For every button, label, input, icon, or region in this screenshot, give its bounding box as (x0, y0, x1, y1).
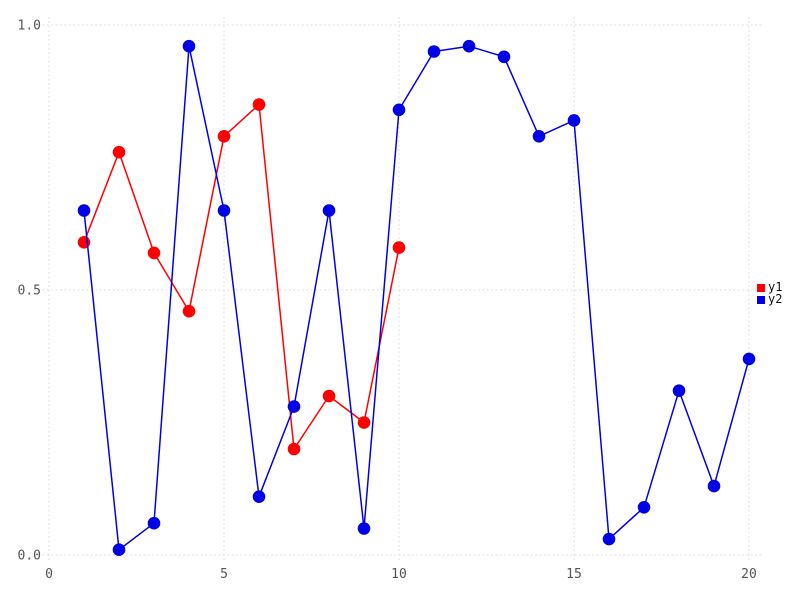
series-y2-point (357, 522, 371, 535)
series-y2-point (742, 352, 756, 366)
legend-label-y1: y1 (768, 280, 783, 294)
series-y1-point (322, 389, 336, 403)
series-y2-point (217, 204, 231, 217)
legend-label-y2: y2 (768, 292, 783, 306)
x-tick-label: 5 (220, 567, 228, 582)
series-y2-point (462, 39, 476, 53)
series-y2-point (532, 130, 546, 143)
x-tick-label: 15 (566, 567, 582, 582)
series-y1-line (83, 103, 400, 450)
legend: y1 y2 (757, 280, 783, 306)
series-y2-point (182, 39, 196, 53)
series-y1-point (287, 442, 301, 456)
y-tick-label: 0.0 (18, 549, 41, 564)
legend-swatch-y2 (757, 295, 765, 304)
series-y1-point (357, 416, 371, 429)
y-tick-label: 1.0 (18, 19, 41, 34)
series-y2-point (427, 45, 441, 58)
series-y1-point (112, 145, 126, 159)
x-tick-label: 0 (45, 567, 53, 582)
series-y1-point (252, 98, 266, 111)
legend-item-y1: y1 (757, 280, 783, 294)
series-y2-point (602, 532, 616, 546)
series-y1-point (392, 241, 406, 254)
series-y2-point (322, 204, 336, 217)
series-y1-point (217, 130, 231, 143)
series-y2-point (252, 490, 266, 504)
legend-item-y2: y2 (757, 292, 783, 306)
series-y1-point (182, 304, 196, 318)
series-y2-point (77, 204, 91, 217)
series-y1-point (147, 246, 161, 260)
series-y2-point (637, 501, 651, 514)
legend-swatch-y1 (757, 283, 765, 292)
x-tick-label: 10 (391, 567, 407, 582)
y-tick-label: 0.5 (18, 284, 41, 299)
series-y2-point (287, 400, 301, 413)
series-y2-point (147, 516, 161, 530)
series-y2-point (567, 114, 581, 127)
series-y2-point (707, 479, 721, 493)
series-y2-point (112, 543, 126, 556)
series-y2-point (672, 384, 686, 398)
series-y2-line (83, 45, 750, 551)
x-tick-label: 20 (741, 567, 757, 582)
series-y2-point (497, 50, 511, 64)
series-y2-point (392, 103, 406, 117)
